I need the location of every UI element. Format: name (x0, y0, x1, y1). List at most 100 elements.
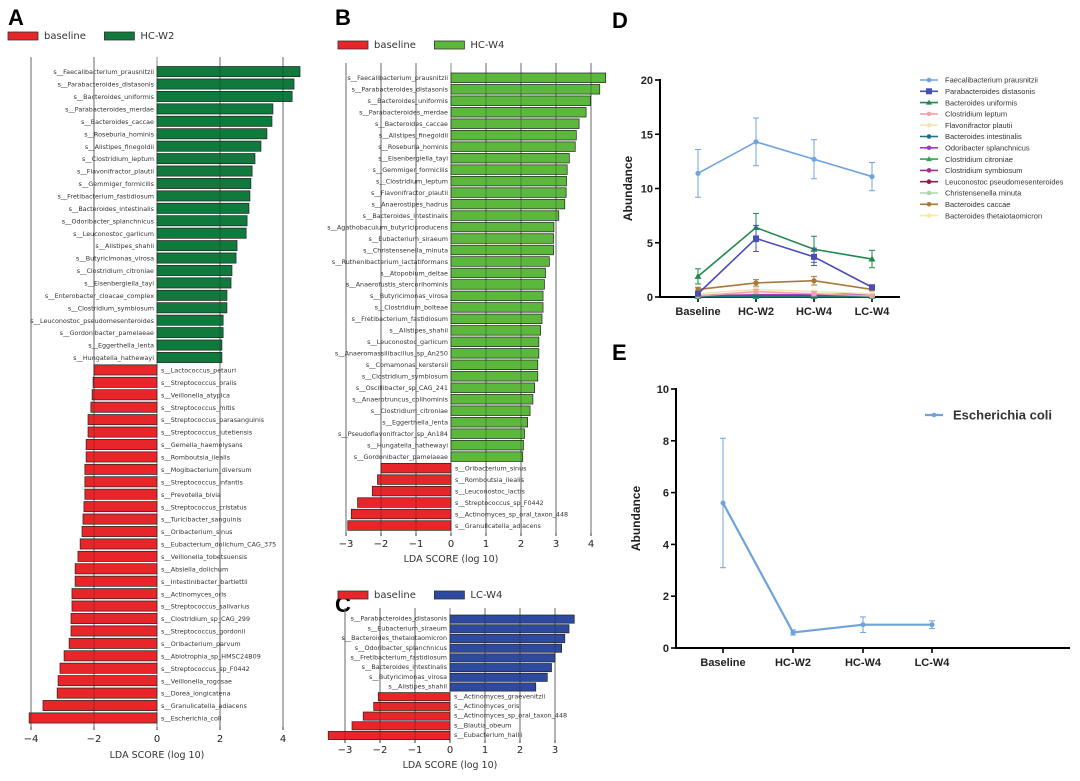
bar (70, 613, 158, 624)
bar-label: s__Roseburia_hominis (378, 143, 448, 151)
bar (156, 66, 301, 78)
bar-label: s__Alistipes_finegoldii (379, 132, 448, 140)
bar-label: s__Intestinibacter_bartlettii (161, 578, 248, 586)
bar-label: s__Gemmiger_formicilis (79, 180, 155, 188)
bar (156, 165, 253, 177)
series-faecalibacterium-prausnitzii (695, 117, 875, 198)
x-tick-label: −4 (24, 734, 39, 745)
bar-label: s__Veillonella_atypica (161, 391, 230, 399)
bar (350, 508, 452, 520)
legend-label: Flavonifractor plautii (945, 121, 1012, 130)
bar-label: s__Pseudoflavonifractor_sp_An184 (338, 430, 448, 438)
bar-label: s__Clostridium_citroniae (77, 267, 154, 275)
bar (450, 221, 555, 233)
bar (450, 451, 524, 462)
bar (156, 352, 223, 363)
bar (82, 513, 158, 525)
bar-label: s__Alistipes_finegoldii (85, 143, 154, 151)
legend-swatch-lc-w4 (433, 590, 465, 600)
data-point (753, 293, 759, 299)
legend-marker (926, 145, 932, 151)
bar-label: s__Alistipes_shahii (388, 683, 447, 691)
legend-label: LC-W4 (470, 590, 502, 601)
bar-label: s__Clostridium_leptum (376, 177, 448, 185)
bar-label: s__Enterobacter_cloacae_complex (45, 292, 154, 300)
legend-item: Clostridium leptum (920, 110, 1007, 119)
bar (449, 653, 556, 663)
bar-label: s__Hungatella_hathewayi (73, 354, 154, 362)
bar (450, 72, 607, 83)
legend-item: Bacteroides uniformis (920, 98, 1017, 107)
data-point (695, 170, 701, 176)
bar (347, 520, 452, 531)
bar (377, 692, 451, 702)
x-tick-label: 3 (553, 539, 559, 550)
bar (450, 118, 580, 129)
bar (450, 417, 529, 428)
bar (81, 526, 158, 537)
bar (450, 233, 554, 244)
bar (156, 277, 232, 289)
legend-item: Odoribacter splanchnicus (920, 144, 1030, 153)
bar-label: s__Gemmiger_formicilis (373, 166, 449, 174)
x-tick-label: LC-W4 (915, 657, 951, 669)
bar (156, 140, 262, 152)
legend-marker (926, 213, 932, 218)
data-point (811, 156, 817, 162)
bar (85, 439, 158, 450)
x-tick-label: −3 (338, 745, 353, 756)
bar-label: s__Fretibacterium_fastidiosum (351, 315, 448, 323)
x-tick-label: −1 (408, 745, 423, 756)
bar-label: s__Gordonibacter_pamelaeae (60, 329, 154, 337)
series-line (697, 279, 873, 291)
bar (377, 474, 452, 485)
bar (71, 600, 158, 612)
bar-label: s__Clostridium_symbiosum (362, 373, 448, 381)
bar (156, 327, 224, 339)
bar-label: s__Ruthenibacterium_lactatiformans (332, 258, 449, 266)
series-bacteroides-caccae (695, 275, 875, 293)
bar (449, 663, 552, 673)
data-point (811, 291, 817, 297)
bar-label: s__Granulicatella_adiacens (455, 522, 542, 530)
bar-label: s__Eisenbergiella_tayi (84, 280, 154, 288)
bar (450, 107, 587, 118)
x-axis-label: LDA SCORE (log 10) (110, 750, 205, 761)
data-point (753, 235, 759, 242)
legend-swatch-hc-w2 (104, 31, 135, 41)
bar-label: s__Odoribacter_splanchnicus (355, 644, 448, 652)
bar-label: s__Prevotella_bivia (161, 491, 221, 499)
legend-label: Clostridium symbiosum (945, 166, 1023, 175)
bar (156, 91, 293, 102)
bar (450, 302, 544, 313)
bar (70, 625, 158, 637)
bar (56, 687, 158, 699)
legend-item: Faecalibacterium prausnitzii (920, 76, 1038, 85)
bar-label: s__Oscillibacter_sp_CAG_241 (356, 384, 448, 392)
panel-label: B (335, 5, 351, 30)
data-point (869, 284, 875, 291)
series-line (697, 226, 873, 277)
bar-label: s__Blautia_obeum (454, 721, 511, 729)
bar-label: s__Oribacterium_sinus (161, 528, 233, 536)
data-point (720, 500, 726, 506)
y-tick-label: 10 (641, 184, 653, 196)
bar-label: s__Clostridium_bolteae (375, 304, 449, 312)
legend-marker (926, 111, 932, 117)
data-point (753, 139, 759, 145)
series-line (697, 140, 873, 178)
bar-label: s__Actinomyces_sp_oral_taxon_448 (454, 712, 567, 720)
legend-label: Bacteroides intestinalis (945, 132, 1022, 141)
bar-label: s__Lactococcus_petauri (161, 367, 236, 375)
bar-label: s__Abiotrophia_sp_HMSC24B09 (161, 652, 261, 660)
series-line (697, 237, 873, 295)
data-point (868, 255, 876, 262)
data-point (869, 173, 875, 180)
legend-label: Bacteroides thetaiotaomicron (945, 211, 1042, 220)
bar (156, 128, 268, 140)
bar-label: s__Parabacteroides_distasonis (352, 86, 449, 94)
x-tick-label: HC-W4 (796, 306, 833, 318)
bar-label: s__Leuconostoc_garlicum (73, 230, 154, 238)
